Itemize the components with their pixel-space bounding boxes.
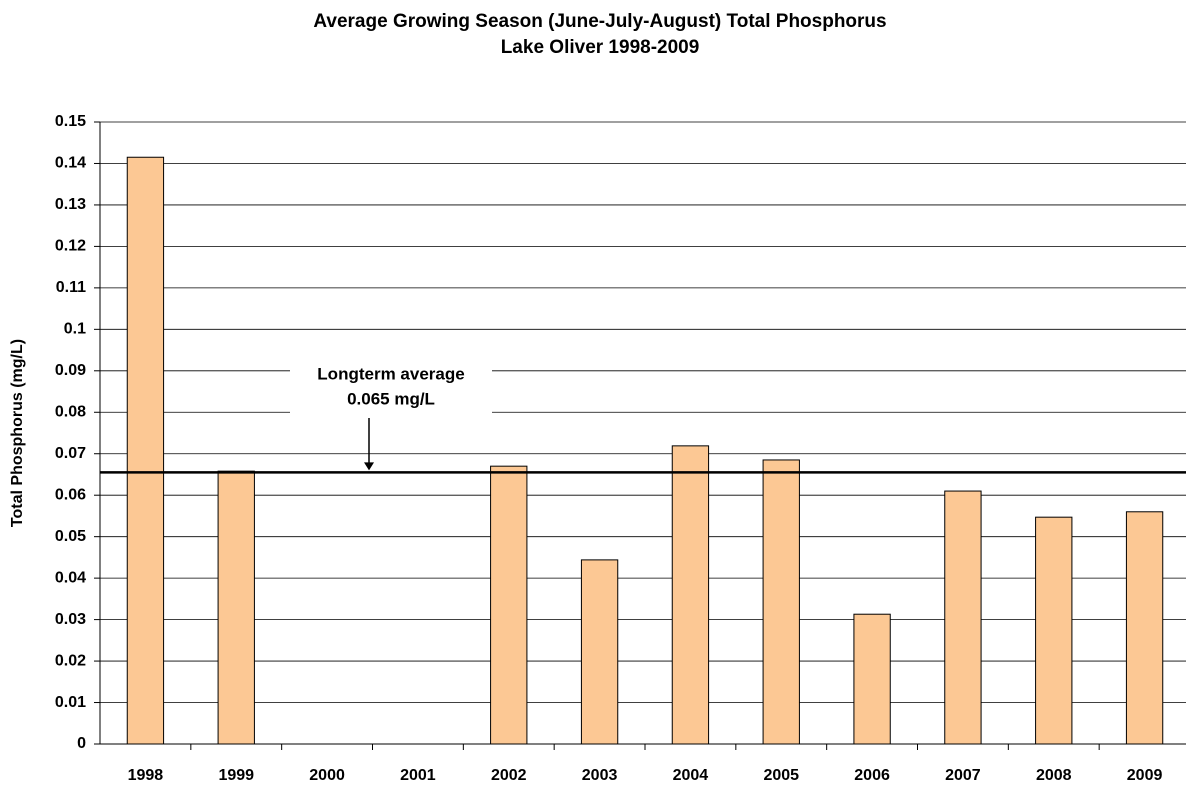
- chart-title: Average Growing Season (June-July-August…: [313, 11, 886, 32]
- annotation-arrowhead: [364, 462, 374, 471]
- x-tick-label: 1999: [218, 767, 254, 784]
- bar: [671, 445, 710, 745]
- x-tick-label: 2008: [1036, 767, 1072, 784]
- x-tick-label: 2006: [854, 767, 890, 784]
- y-tick-label: 0.1: [64, 321, 86, 338]
- y-tick-label: 0.02: [55, 652, 86, 669]
- y-tick-label: 0.13: [55, 196, 86, 213]
- bar: [944, 490, 982, 745]
- annotation-text: Longterm average: [317, 364, 464, 383]
- y-tick-label: 0.09: [55, 362, 86, 379]
- bar: [580, 559, 619, 745]
- y-tick-label: 0: [77, 735, 86, 752]
- y-tick-label: 0.05: [55, 528, 86, 545]
- x-tick-label: 2005: [763, 767, 799, 784]
- y-tick-label: 0.04: [55, 569, 86, 586]
- bar: [853, 613, 891, 745]
- y-tick-label: 0.12: [55, 238, 86, 255]
- x-tick-label: 2001: [400, 767, 436, 784]
- annotation-text: 0.065 mg/L: [347, 389, 435, 408]
- y-tick-label: 0.07: [55, 445, 86, 462]
- y-tick-label: 0.03: [55, 611, 86, 628]
- bar: [762, 459, 800, 745]
- x-tick-label: 2002: [491, 767, 527, 784]
- y-tick-label: 0.01: [55, 694, 86, 711]
- bar: [126, 156, 165, 745]
- y-tick-label: 0.15: [55, 113, 86, 130]
- y-axis-label: Total Phosphorus (mg/L): [9, 339, 26, 527]
- bar: [1035, 516, 1073, 745]
- x-tick-label: 2007: [945, 767, 981, 784]
- x-tick-label: 1998: [128, 767, 164, 784]
- x-tick-label: 2003: [582, 767, 618, 784]
- chart-subtitle: Lake Oliver 1998-2009: [501, 37, 700, 58]
- y-tick-label: 0.11: [56, 279, 86, 296]
- y-tick-label: 0.08: [55, 403, 86, 420]
- x-tick-label: 2004: [673, 767, 709, 784]
- x-tick-label: 2009: [1127, 767, 1163, 784]
- annotation-background: [290, 358, 492, 420]
- bar: [217, 470, 255, 745]
- x-tick-label: 2000: [309, 767, 345, 784]
- y-tick-label: 0.14: [55, 155, 86, 172]
- bar: [1125, 511, 1164, 745]
- bar: [490, 465, 528, 745]
- y-tick-label: 0.06: [55, 486, 86, 503]
